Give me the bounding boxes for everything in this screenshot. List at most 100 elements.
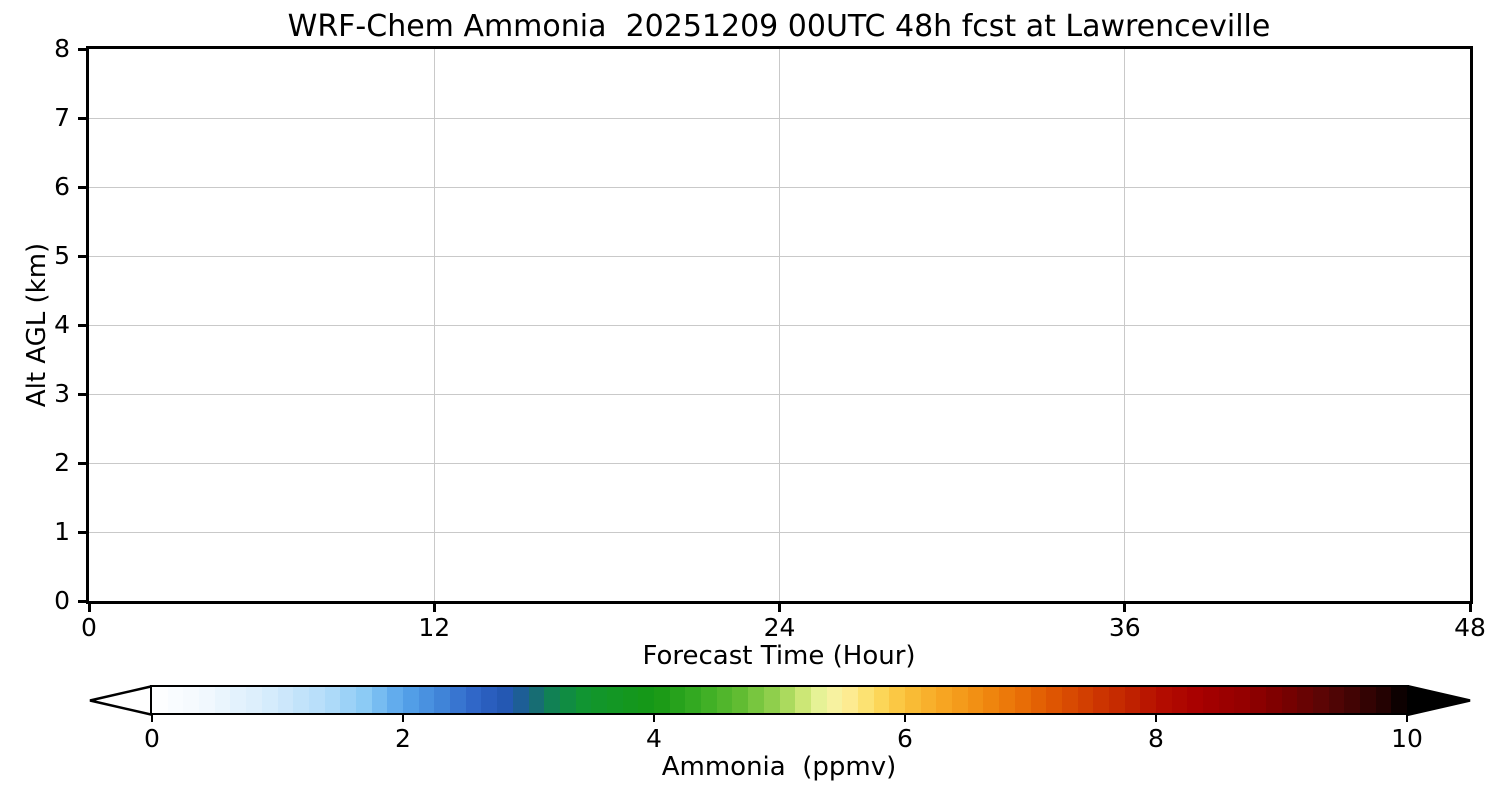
y-tick-label: 1 (54, 517, 70, 546)
colorbar-cell (606, 687, 624, 713)
colorbar-cell (1218, 687, 1236, 713)
colorbar-cell (1030, 687, 1047, 713)
colorbar-cell (763, 687, 781, 713)
y-tick-label: 5 (54, 241, 70, 270)
colorbar-cell (967, 687, 985, 713)
colorbar-cell (403, 687, 420, 713)
colorbar-cell (795, 687, 812, 713)
y-tick-label: 8 (54, 34, 70, 63)
colorbar-cell (167, 687, 184, 713)
y-tickmark (78, 116, 87, 120)
x-tick-label: 24 (763, 613, 796, 642)
colorbar-cell (952, 687, 969, 713)
colorbar-cell (1187, 687, 1204, 713)
y-tickmark (78, 530, 87, 534)
colorbar-cell (1046, 687, 1063, 713)
colorbar-cell (920, 687, 937, 713)
colorbar-cell (575, 687, 592, 713)
colorbar-cell (1171, 687, 1188, 713)
y-tickmark (78, 185, 87, 189)
y-tickmark (78, 254, 87, 258)
y-tickmark (78, 47, 87, 51)
colorbar-cell (230, 687, 247, 713)
colorbar-cell (779, 687, 796, 713)
colorbar-cell (261, 687, 279, 713)
colorbar-cell (246, 687, 263, 713)
colorbar-cell (199, 687, 216, 713)
colorbar-cell (1234, 687, 1251, 713)
colorbar-cell (559, 687, 577, 713)
colorbar-cell (936, 687, 953, 713)
colorbar-cell (387, 687, 404, 713)
colorbar-cell (716, 687, 734, 713)
x-tickmark (87, 603, 91, 612)
y-tickmark (78, 599, 87, 603)
x-tick-label: 48 (1454, 613, 1486, 642)
colorbar-cell (826, 687, 843, 713)
colorbar-cell (622, 687, 639, 713)
colorbar-cell (654, 687, 671, 713)
colorbar-cell (497, 687, 514, 713)
x-tickmark (778, 603, 781, 612)
colorbar-cell (638, 687, 655, 713)
colorbar-cell (465, 687, 483, 713)
colorbar-cell (340, 687, 357, 713)
x-tick-label: 0 (81, 613, 97, 642)
x-axis-label: Forecast Time (Hour) (642, 641, 916, 671)
colorbar-cell (1312, 687, 1330, 713)
colorbar-cell (528, 687, 545, 713)
x-tickmark (1123, 603, 1127, 612)
colorbar-cell (1281, 687, 1298, 713)
colorbar-cell (857, 687, 875, 713)
y-tick-label: 2 (54, 448, 70, 477)
x-gridline (779, 49, 780, 601)
colorbar-cell (889, 687, 906, 713)
colorbar-cell (1108, 687, 1126, 713)
colorbar-tick-label: 0 (144, 724, 160, 753)
y-tick-label: 7 (54, 103, 70, 132)
colorbar-cell (544, 687, 561, 713)
colorbar-cell (1124, 687, 1141, 713)
colorbar-tickmark (150, 714, 154, 722)
colorbar-tickmark (652, 714, 656, 722)
x-tickmark (432, 603, 436, 612)
colorbar-cell (293, 687, 310, 713)
colorbar-cell (512, 687, 530, 713)
colorbar-cell (999, 687, 1016, 713)
colorbar-cell (591, 687, 608, 713)
colorbar-cell (434, 687, 451, 713)
colorbar-cell (277, 687, 294, 713)
colorbar-tick-label: 10 (1391, 724, 1423, 753)
colorbar-cell (214, 687, 232, 713)
colorbar-cell (481, 687, 498, 713)
colorbar-cell (1344, 687, 1361, 713)
colorbar-cell (152, 687, 169, 713)
y-tickmark (78, 323, 87, 327)
colorbar-cell (732, 687, 749, 713)
colorbar-cell (324, 687, 341, 713)
colorbar-label: Ammonia (ppmv) (661, 752, 897, 782)
colorbar-cell (842, 687, 859, 713)
y-tickmark (78, 392, 87, 396)
colorbar-cell (418, 687, 435, 713)
colorbar-cell (1359, 687, 1377, 713)
colorbar-cell (1077, 687, 1094, 713)
colorbar-cell (308, 687, 326, 713)
colorbar-tick-label: 6 (897, 724, 913, 753)
colorbar-cell (450, 687, 467, 713)
colorbar-tickmark (401, 714, 405, 722)
colorbar-cell (1265, 687, 1283, 713)
colorbar-cell (1203, 687, 1220, 713)
colorbar-cell (371, 687, 388, 713)
colorbar-tickmark (1154, 714, 1158, 722)
y-tick-label: 6 (54, 172, 70, 201)
colorbar-extend-left-arrow (89, 684, 153, 716)
y-tick-label: 3 (54, 379, 70, 408)
x-tickmark (1468, 603, 1472, 612)
colorbar-gradient (152, 687, 1407, 713)
chart-title: WRF-Chem Ammonia 20251209 00UTC 48h fcst… (287, 9, 1271, 44)
colorbar-cell (748, 687, 765, 713)
x-gridline (433, 49, 435, 601)
